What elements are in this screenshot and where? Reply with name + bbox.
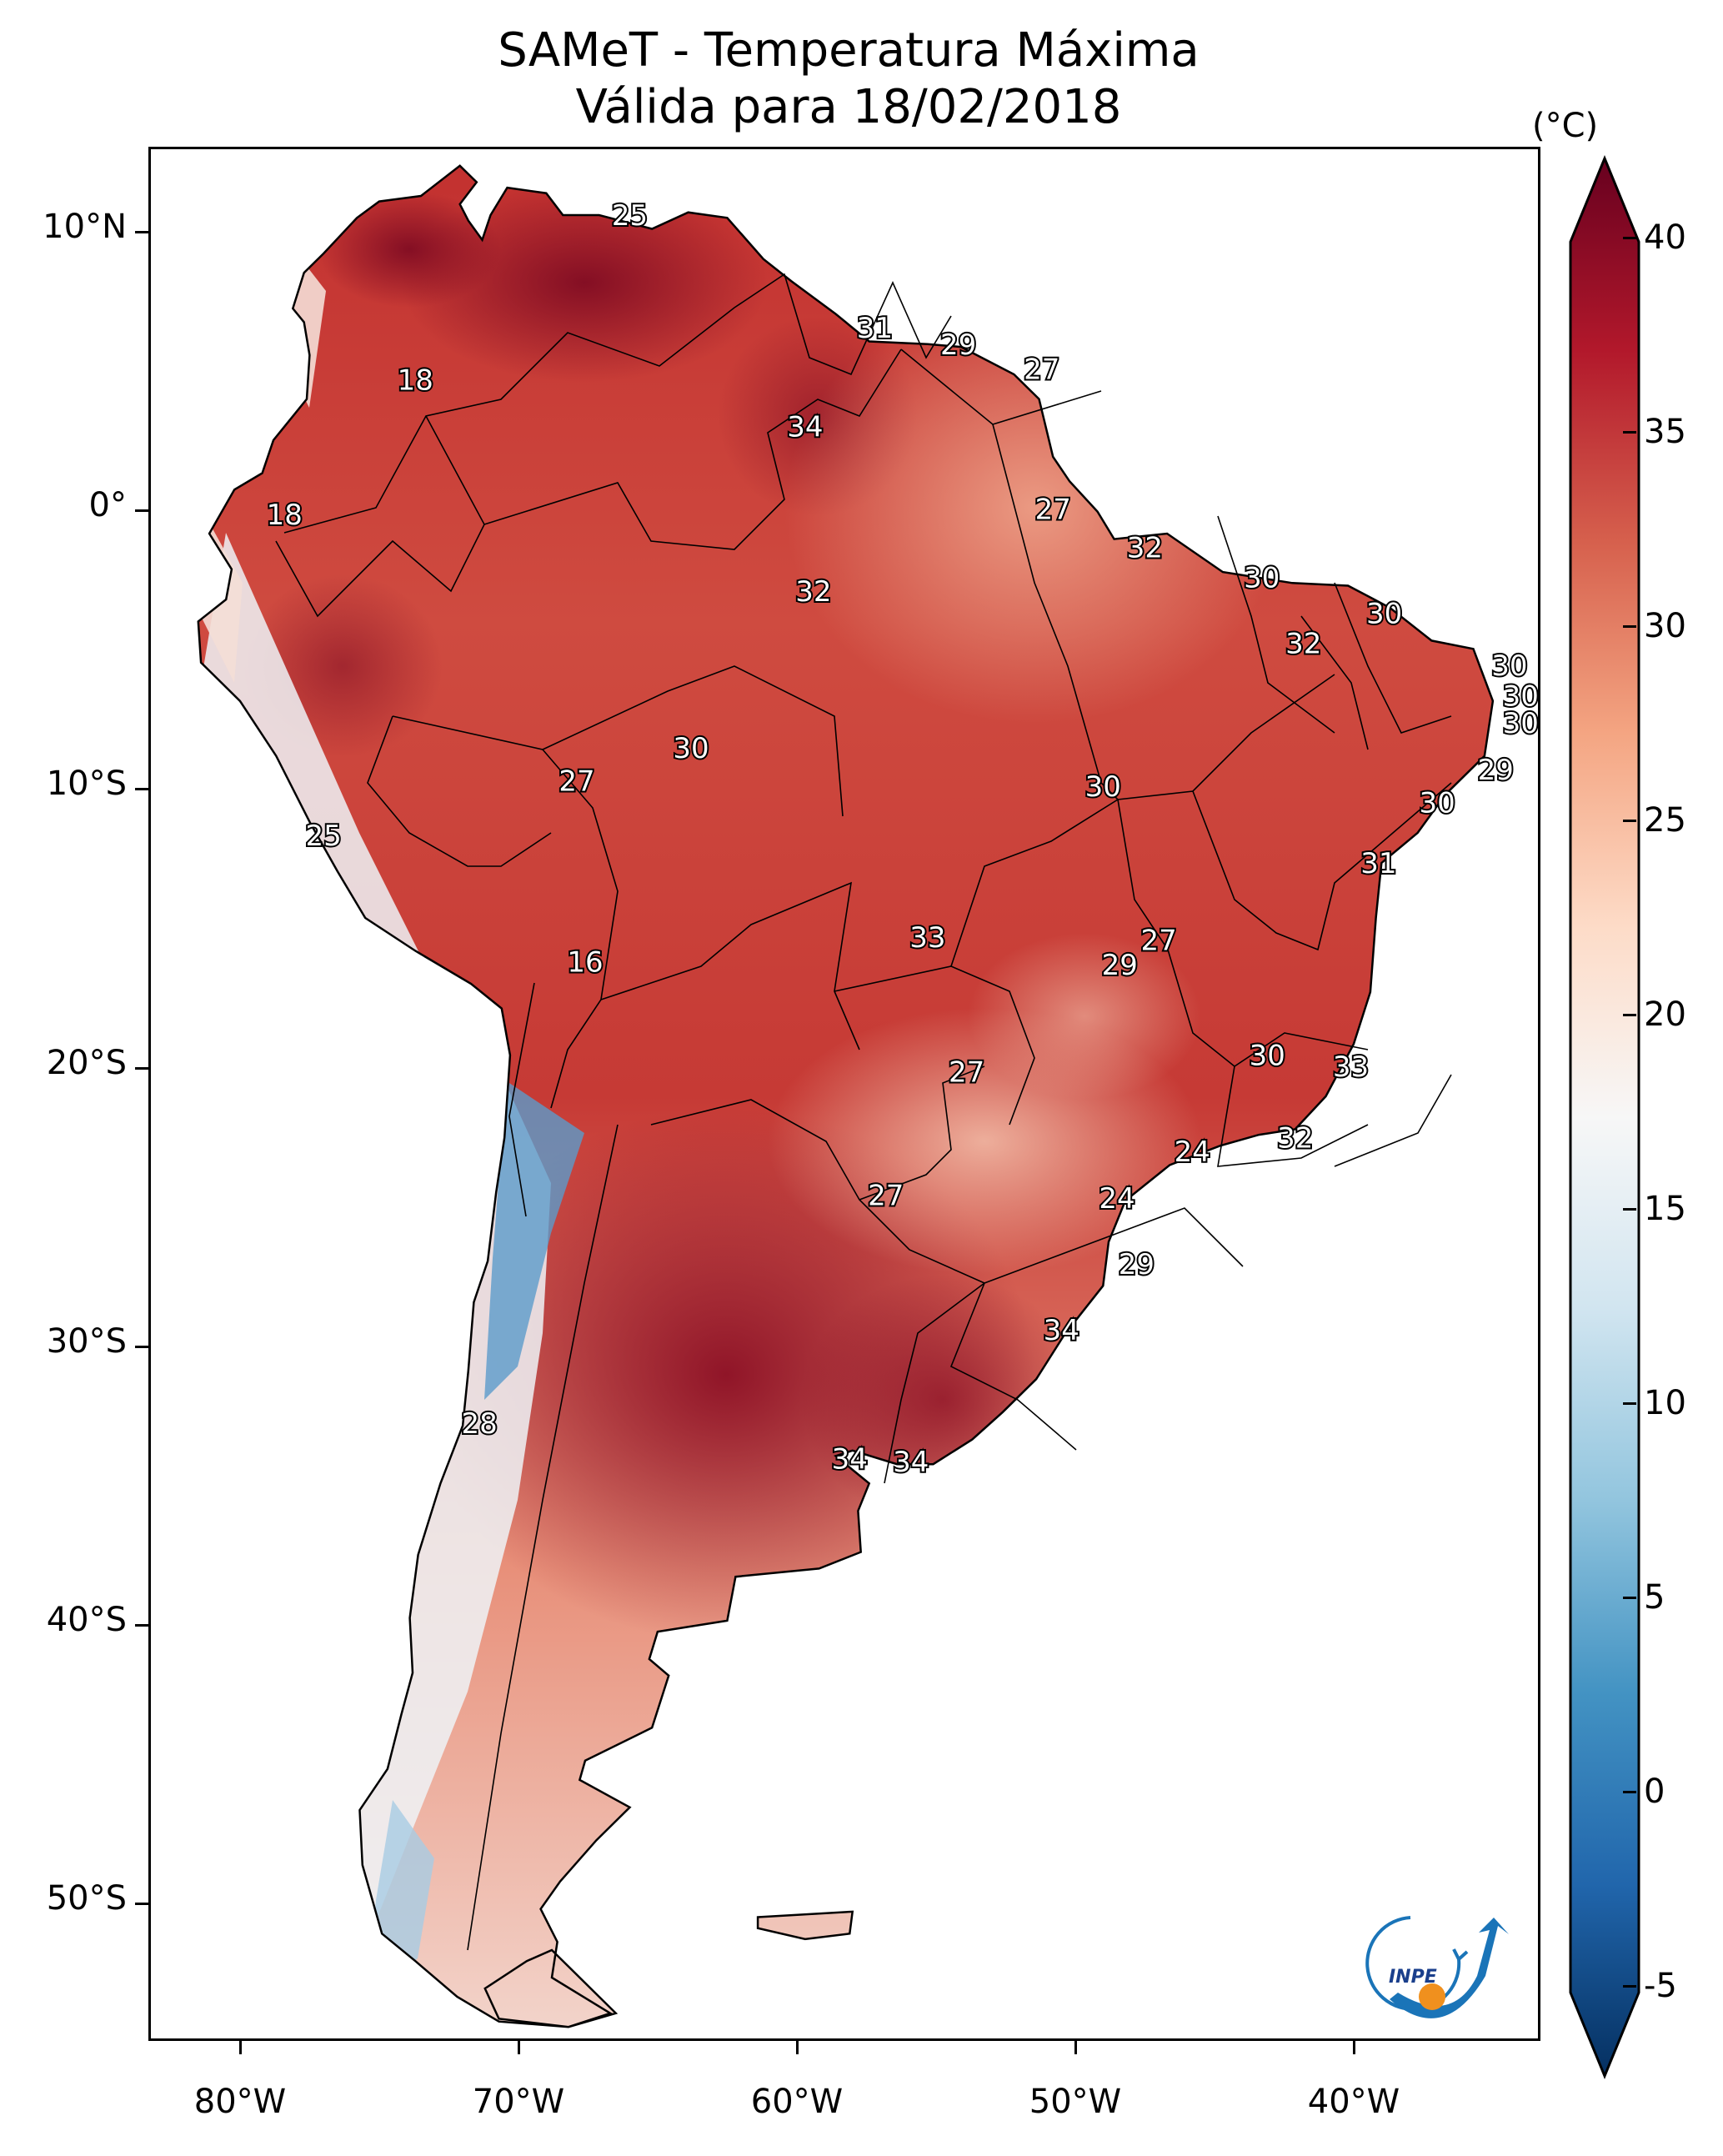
temperature-label: 18 (267, 499, 303, 532)
lon-tickmark (239, 2041, 242, 2054)
svg-text:INPE: INPE (1389, 1967, 1437, 1988)
map-subtitle: Válida para 18/02/2018 (575, 80, 1122, 134)
temperature-field (198, 165, 1493, 2028)
temperature-label: 29 (940, 328, 976, 362)
lon-tick-50w: 50°W (1029, 2083, 1122, 2121)
colorbar-label-35: 35 (1644, 413, 1686, 451)
lat-tick-20s: 20°S (46, 1044, 127, 1082)
lat-tickmark (135, 509, 148, 512)
temperature-label: 32 (1277, 1121, 1313, 1155)
colorbar-label-30: 30 (1644, 607, 1686, 645)
inpe-logo: INPE (1365, 1916, 1509, 2018)
colorbar-label-15: 15 (1644, 1190, 1686, 1228)
colorbar-tickmark (1623, 820, 1636, 822)
temperature-label: 29 (1119, 1248, 1155, 1281)
lat-tick-40s: 40°S (46, 1601, 127, 1639)
temperature-label: 30 (673, 732, 709, 765)
temperature-label: 25 (305, 820, 341, 853)
temperature-label: 34 (832, 1443, 868, 1477)
temperature-label: 30 (1250, 1040, 1285, 1073)
map-panel: 25 31 29 27 18 34 18 27 32 30 32 30 32 30 30 30 30 29 27 30… (148, 147, 1540, 2041)
colorbar-label-5: 5 (1644, 1578, 1665, 1617)
temperature-label: 27 (558, 765, 594, 798)
temperature-label: 34 (787, 411, 823, 444)
temperature-label: 32 (795, 575, 831, 609)
lon-tickmark (1074, 2041, 1077, 2054)
temperature-label: 30 (1366, 598, 1402, 631)
temperature-label: 30 (1503, 679, 1539, 713)
colorbar-tickmark (1623, 1791, 1636, 1793)
colorbar-tickmark (1623, 1014, 1636, 1016)
temperature-label: 31 (1360, 847, 1396, 880)
temperature-label: 28 (461, 1407, 497, 1441)
temperature-label: 34 (1044, 1314, 1079, 1347)
lat-tick-30s: 30°S (46, 1322, 127, 1361)
lat-tickmark (135, 231, 148, 233)
lat-tickmark (135, 788, 148, 790)
temperature-label: 33 (1333, 1050, 1369, 1084)
colorbar-unit: (°C) (1532, 107, 1599, 145)
temperature-label: 30 (1085, 770, 1121, 804)
colorbar (1569, 155, 1640, 2079)
lon-tickmark (1353, 2041, 1355, 2054)
coastline (197, 164, 1495, 2028)
lat-tick-0: 0° (88, 486, 127, 524)
colorbar-tickmark (1623, 1597, 1636, 1599)
temperature-label: 27 (1140, 924, 1176, 957)
lon-tickmark (518, 2041, 520, 2054)
lat-tickmark (135, 1903, 148, 1905)
temperature-label: 18 (398, 364, 433, 398)
lat-tickmark (135, 1067, 148, 1070)
colorbar-label-20: 20 (1644, 995, 1686, 1034)
lon-tick-60w: 60°W (750, 2083, 844, 2121)
temperature-label: 32 (1127, 531, 1163, 564)
temperature-label: 29 (1478, 754, 1514, 787)
temperature-label: 32 (1285, 628, 1321, 661)
temperature-label: 24 (1175, 1136, 1210, 1169)
map-title: SAMeT - Temperatura Máxima (498, 23, 1200, 78)
colorbar-tickmark (1623, 1985, 1636, 1988)
colorbar-tickmark (1623, 1208, 1636, 1211)
lat-tick-10n: 10°N (43, 208, 127, 246)
lon-tick-70w: 70°W (472, 2083, 565, 2121)
colorbar-tickmark (1623, 431, 1636, 434)
temperature-label: 30 (1491, 649, 1527, 683)
lat-tickmark (135, 1624, 148, 1627)
temperature-label: 24 (1099, 1182, 1134, 1216)
colorbar-tickmark (1623, 1402, 1636, 1405)
temperature-label: 33 (909, 921, 945, 955)
temperature-label: 27 (1024, 353, 1059, 386)
temperature-label: 30 (1244, 562, 1280, 595)
lon-tickmark (796, 2041, 799, 2054)
temperature-label: 31 (857, 312, 893, 345)
temperature-label: 16 (567, 946, 603, 980)
temperature-label: 25 (612, 199, 648, 233)
country-borders (275, 273, 1452, 1951)
temperature-label: 30 (1503, 707, 1539, 740)
colorbar-label-25: 25 (1644, 801, 1686, 840)
temperature-label: 27 (1035, 493, 1071, 526)
colorbar-label-0: 0 (1644, 1772, 1665, 1811)
lon-tick-40w: 40°W (1307, 2083, 1400, 2121)
temperature-label: 30 (1419, 787, 1455, 820)
colorbar-label-40: 40 (1644, 218, 1686, 257)
colorbar-tickmark (1623, 237, 1636, 239)
temperature-label: 27 (949, 1055, 984, 1089)
colorbar-label-10: 10 (1644, 1384, 1686, 1422)
lat-tick-10s: 10°S (46, 765, 127, 803)
lon-tick-80w: 80°W (193, 2083, 287, 2121)
temperature-label: 34 (893, 1446, 929, 1479)
temperature-label: 27 (868, 1180, 904, 1213)
colorbar-tickmark (1623, 625, 1636, 628)
temperature-label: 29 (1102, 949, 1138, 982)
colorbar-label-minus5: -5 (1644, 1967, 1677, 2005)
lat-tickmark (135, 1346, 148, 1348)
lat-tick-50s: 50°S (46, 1879, 127, 1918)
